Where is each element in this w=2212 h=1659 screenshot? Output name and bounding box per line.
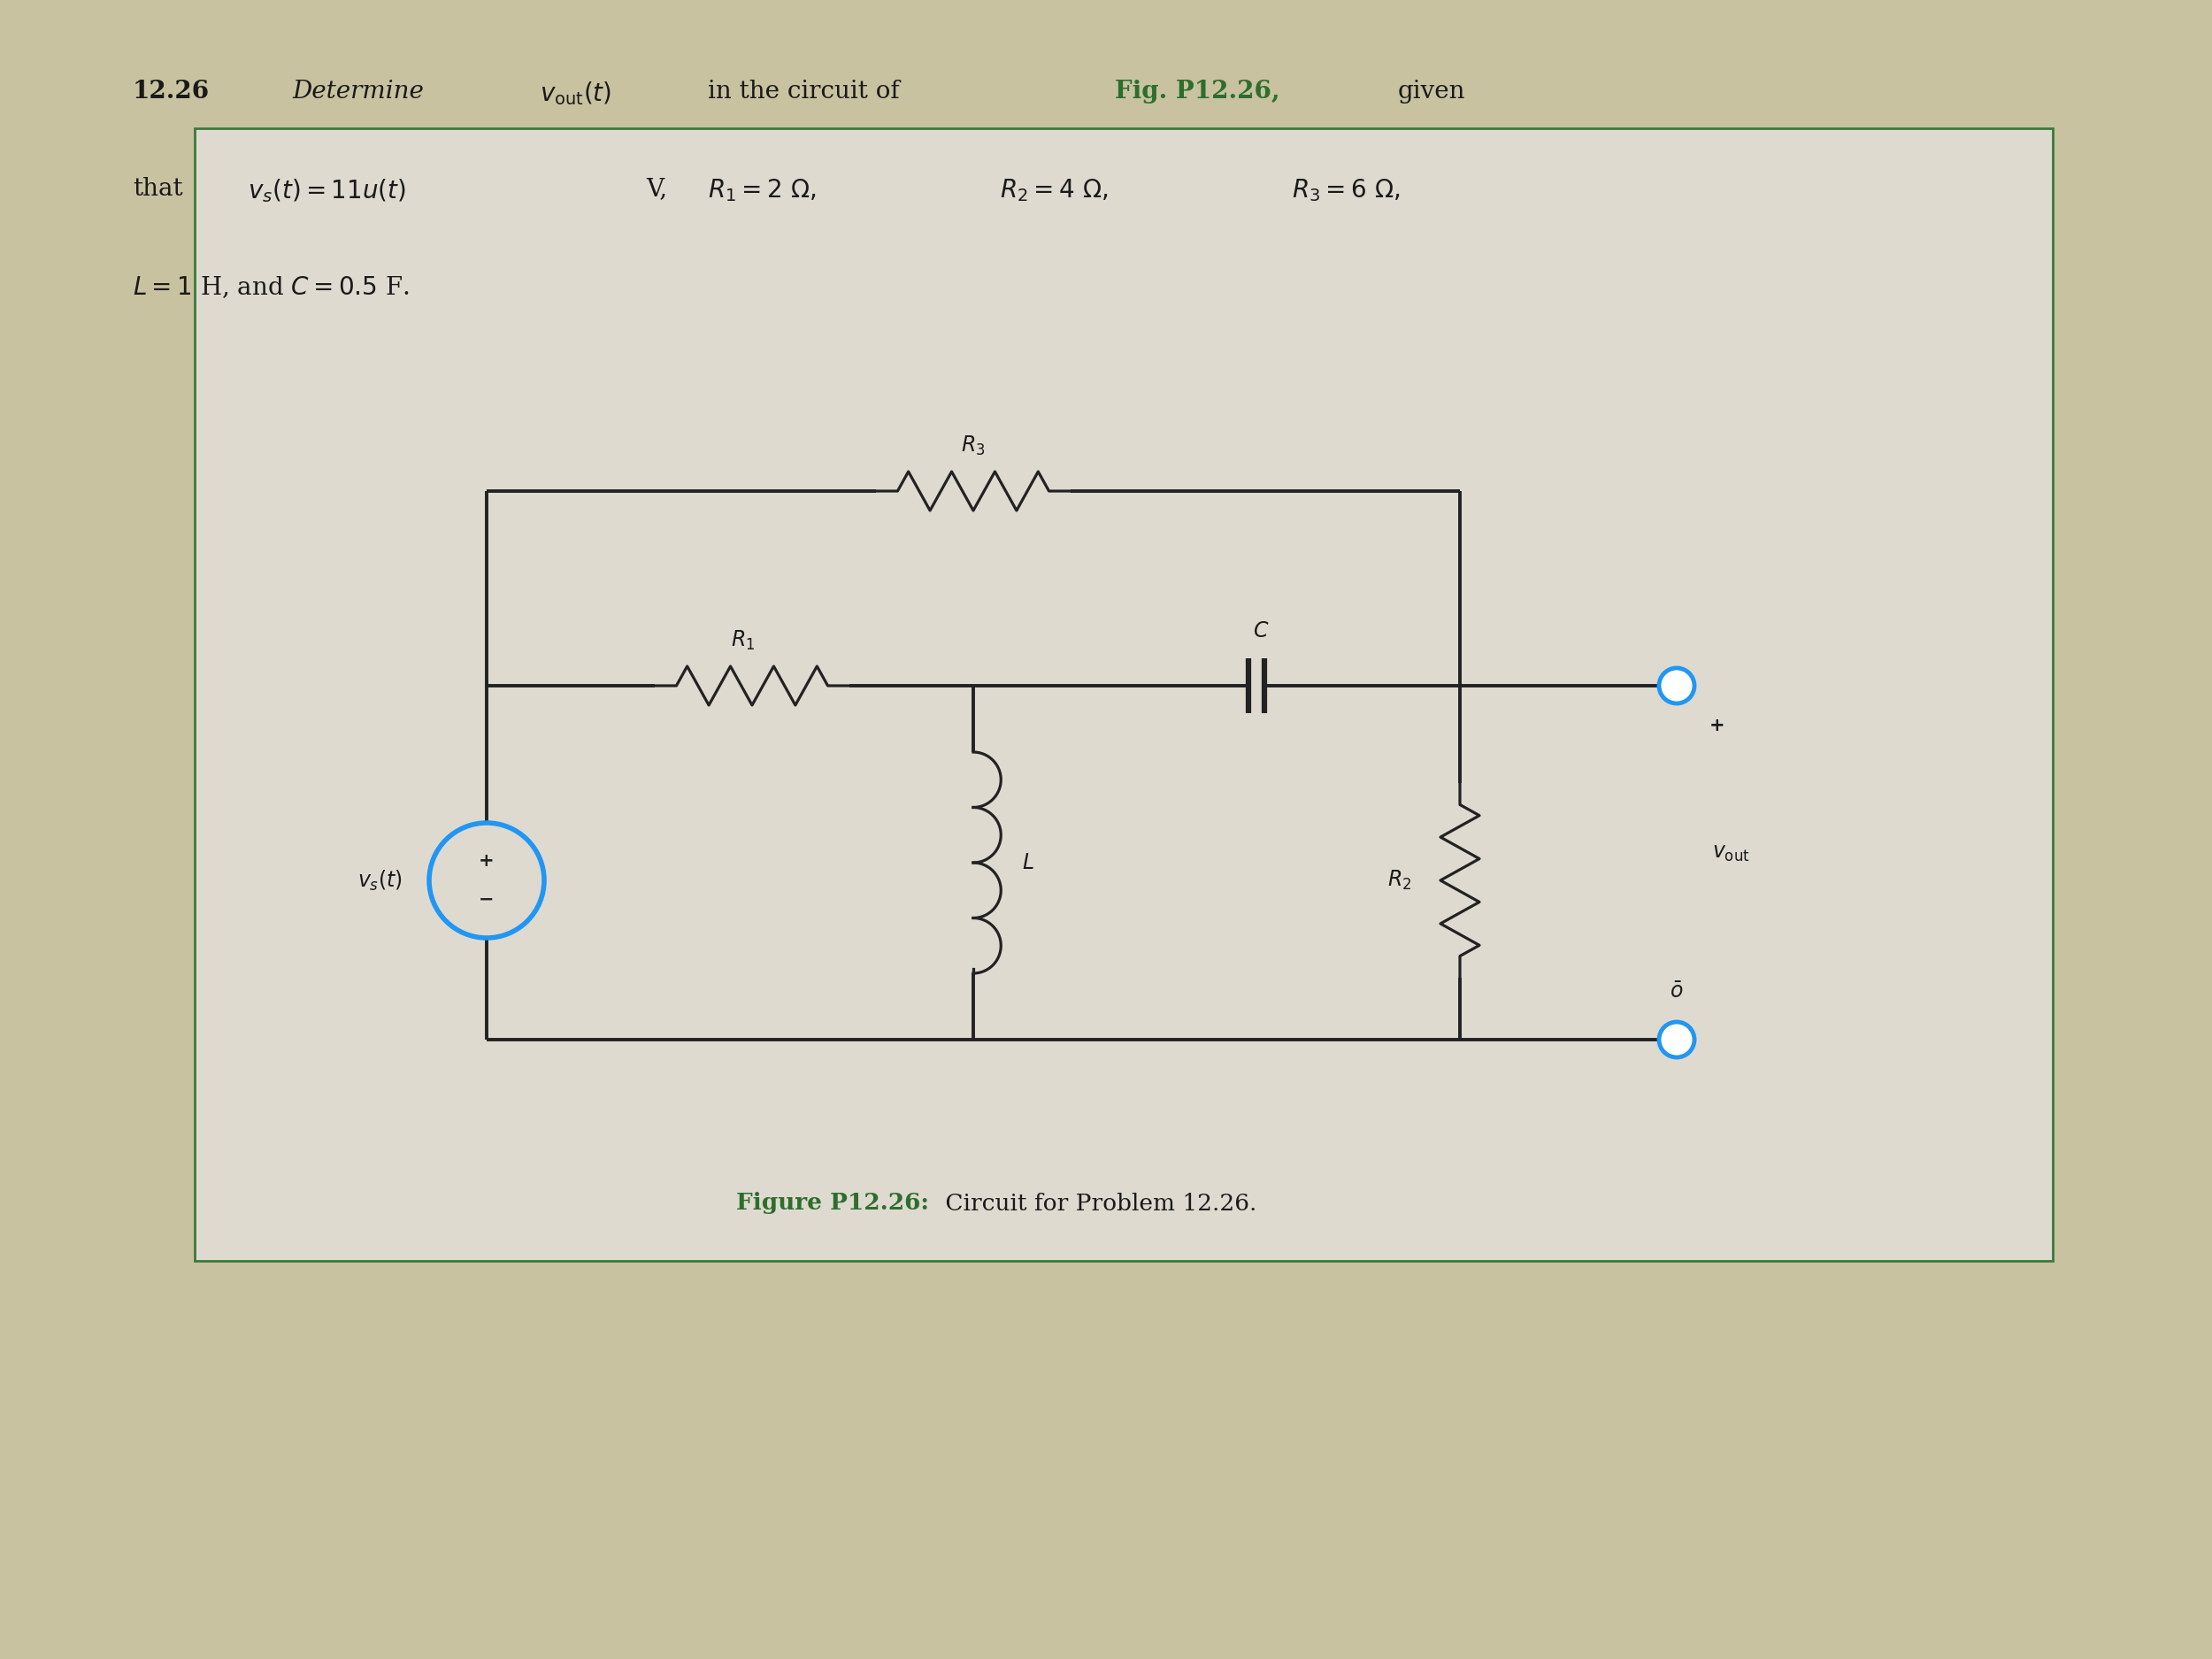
Text: 12.26: 12.26 (133, 80, 210, 103)
Circle shape (1659, 1022, 1694, 1057)
Text: $R_3$: $R_3$ (960, 435, 987, 458)
Text: $C$: $C$ (1252, 620, 1270, 642)
Text: $L$: $L$ (1022, 853, 1035, 873)
Text: $v_s(t)$: $v_s(t)$ (358, 868, 403, 893)
Text: $v_{\rm out}(t)$: $v_{\rm out}(t)$ (540, 80, 611, 106)
Text: $R_3 = 6\ \Omega,$: $R_3 = 6\ \Omega,$ (1292, 178, 1400, 204)
Text: Determine: Determine (292, 80, 425, 103)
Text: $\bar{o}$: $\bar{o}$ (1670, 982, 1683, 1002)
Text: $v_s(t) = 11u(t)$: $v_s(t) = 11u(t)$ (248, 178, 407, 204)
Text: V,: V, (646, 178, 668, 201)
FancyBboxPatch shape (195, 128, 2053, 1261)
Circle shape (1659, 669, 1694, 703)
Text: Fig. P12.26,: Fig. P12.26, (1115, 80, 1281, 103)
Text: $R_2$: $R_2$ (1387, 869, 1411, 893)
Text: in the circuit of: in the circuit of (708, 80, 900, 103)
Text: $R_1$: $R_1$ (732, 629, 754, 652)
Text: −: − (478, 891, 495, 909)
Text: given: given (1398, 80, 1467, 103)
Text: $v_{\rm out}$: $v_{\rm out}$ (1712, 844, 1750, 864)
Text: $R_2 = 4\ \Omega,$: $R_2 = 4\ \Omega,$ (1000, 178, 1108, 204)
Text: that: that (133, 178, 184, 201)
Text: Figure P12.26:: Figure P12.26: (737, 1193, 929, 1214)
Text: $R_1 = 2\ \Omega,$: $R_1 = 2\ \Omega,$ (708, 178, 816, 204)
Text: +: + (478, 853, 495, 869)
Text: Circuit for Problem 12.26.: Circuit for Problem 12.26. (938, 1193, 1256, 1214)
Text: +: + (1710, 717, 1725, 735)
Text: $L = 1$ H, and $C = 0.5$ F.: $L = 1$ H, and $C = 0.5$ F. (133, 274, 409, 300)
